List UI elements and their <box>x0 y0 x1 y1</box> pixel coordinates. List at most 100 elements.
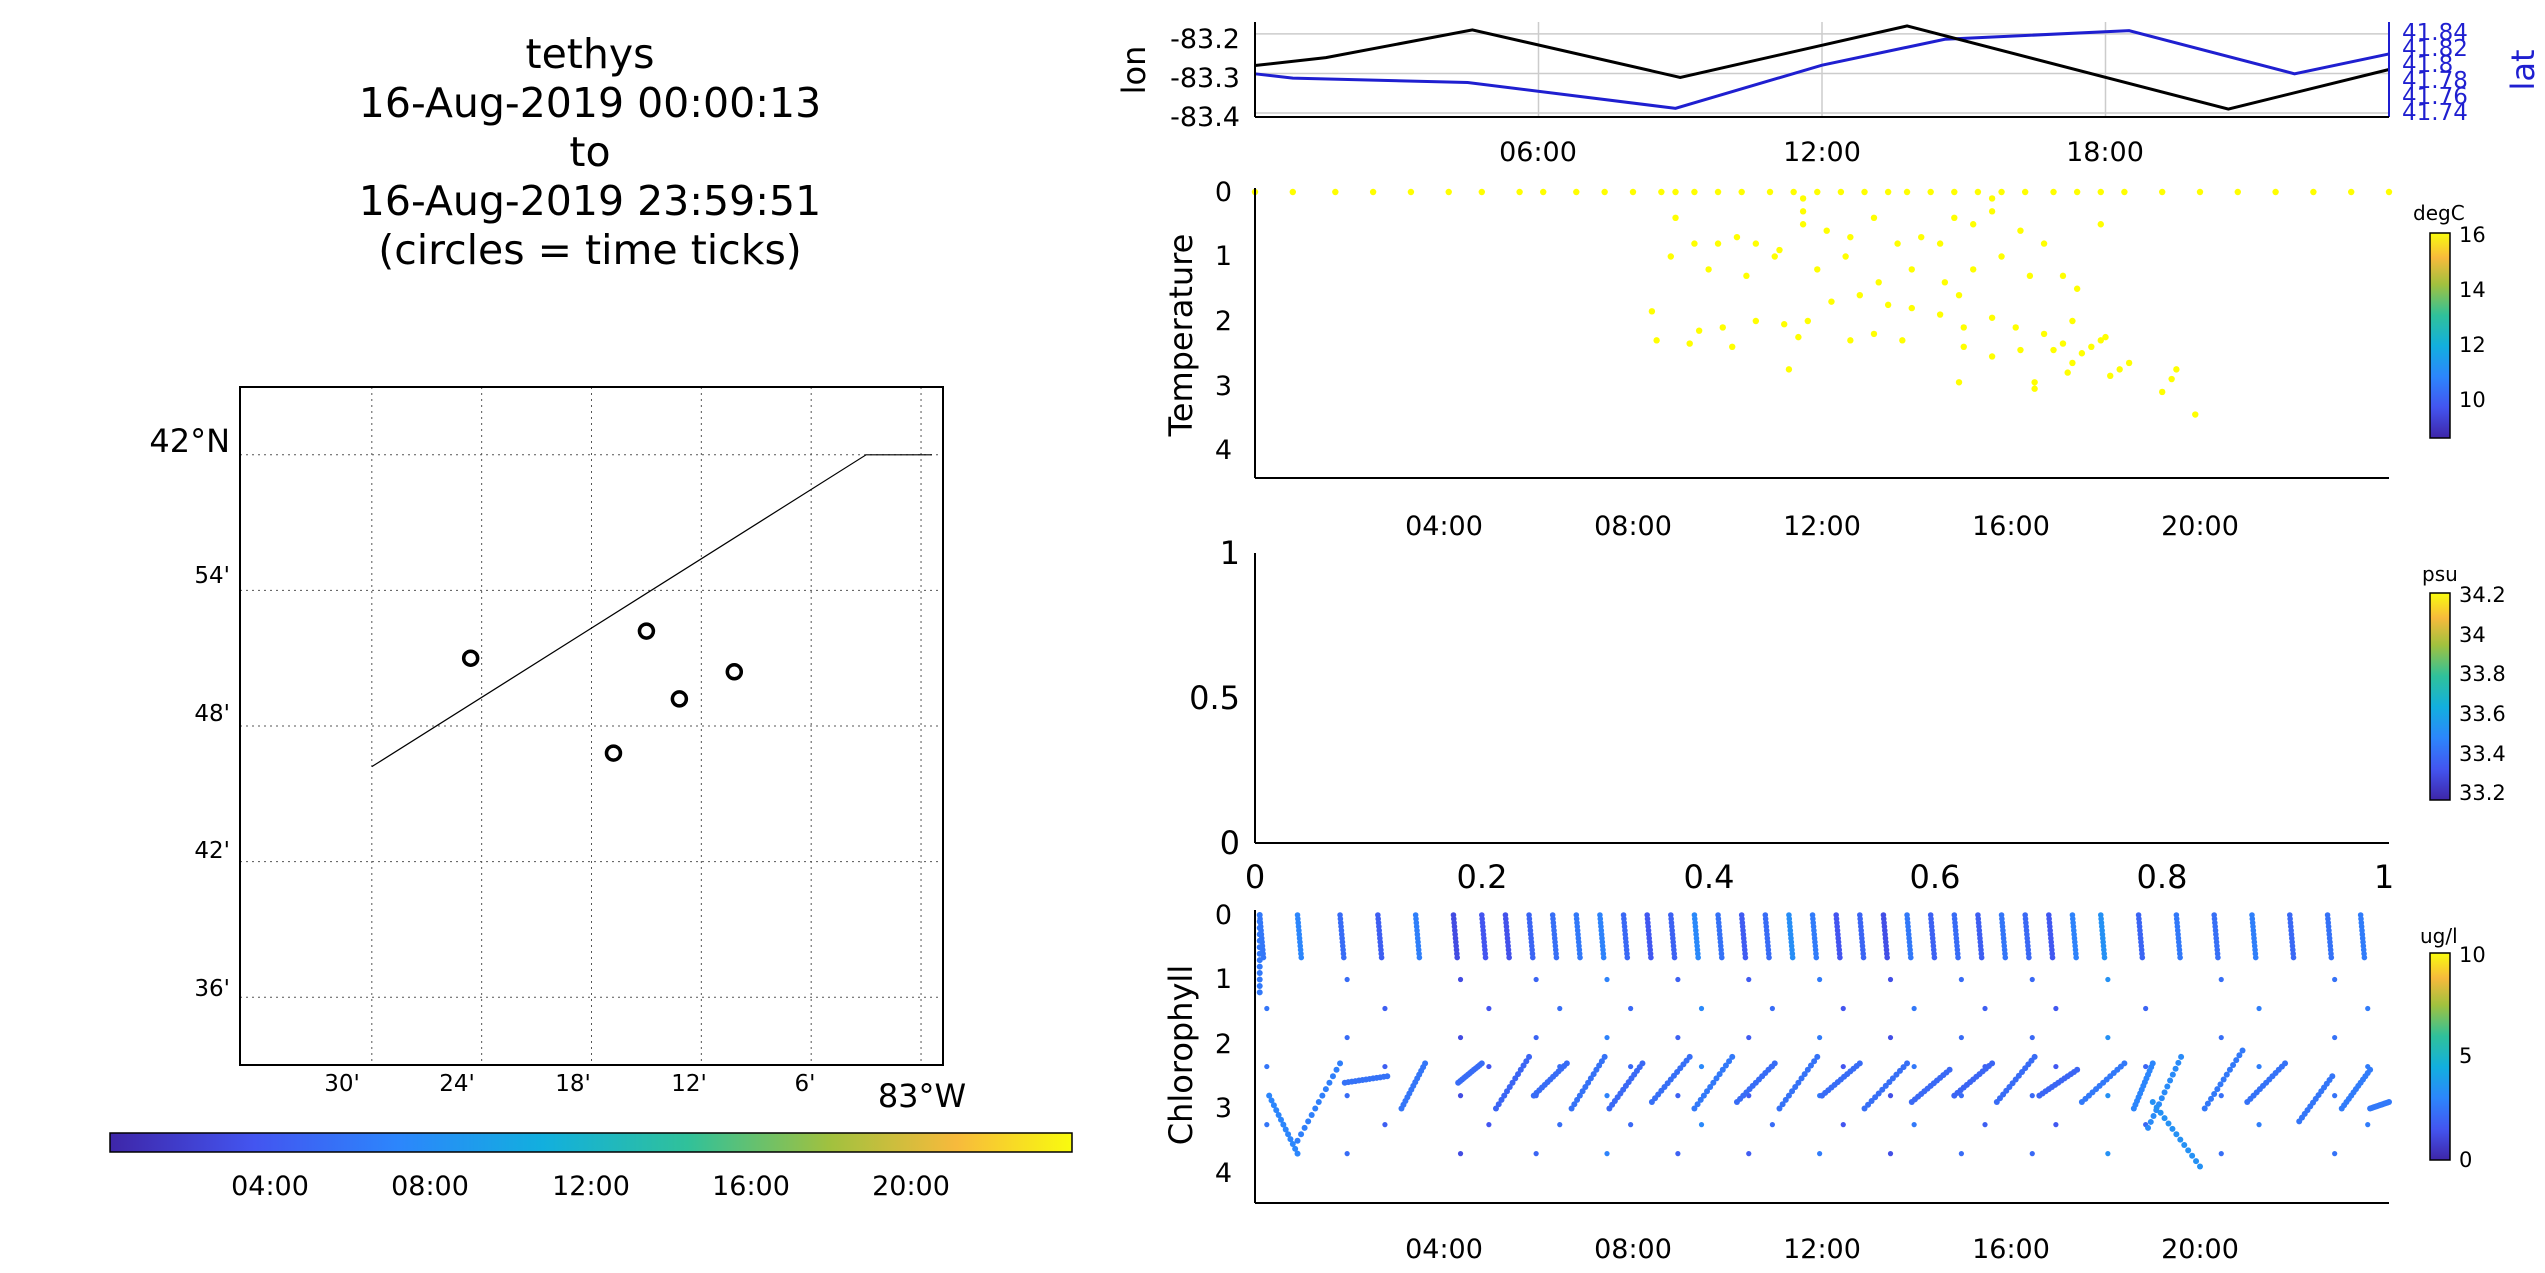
temperature-point <box>1799 221 1807 228</box>
chlorophyll-point <box>1256 912 1263 918</box>
temperature-point <box>2234 188 2241 196</box>
chlorophyll-point <box>1746 976 1752 983</box>
chlorophyll-point <box>2172 1065 2179 1072</box>
chlorophyll-point <box>1264 1063 1270 1070</box>
map-grid <box>240 387 943 1065</box>
chlorophyll-yticks: 0 1 2 3 4 <box>1215 900 1232 1189</box>
temperature-yticks: 0 1 2 3 4 <box>1215 177 1232 466</box>
depth-tick-label: 0 <box>1215 900 1232 931</box>
chlorophyll-point <box>2193 1158 2200 1165</box>
chlorophyll-point <box>1340 954 1347 961</box>
chlorophyll-point <box>1817 976 1823 983</box>
temperature-point <box>1870 330 1878 338</box>
temperature-point <box>1705 266 1712 273</box>
temperature-point <box>1407 188 1415 196</box>
chlorophyll-point <box>1911 1063 1917 1070</box>
chlorophyll-point <box>2105 1093 2111 1099</box>
colorbar-tick-label: 34.2 <box>2459 583 2506 607</box>
chlorophyll-point <box>2147 1118 2154 1125</box>
colorbar-unit: psu <box>2422 562 2458 586</box>
chlorophyll-point <box>2143 1005 2149 1012</box>
chlorophyll-point <box>1911 1122 1917 1128</box>
x-tick-label: 0.4 <box>1684 858 1735 896</box>
chlorophyll-point <box>2226 1066 2233 1073</box>
temperature-point <box>1766 188 1774 196</box>
chlorophyll-point <box>2367 1066 2374 1073</box>
time-tick-label: 12:00 <box>1783 511 1861 542</box>
chlorophyll-point <box>1478 1060 1485 1067</box>
temperature-point <box>1908 266 1915 273</box>
x-tick-label: 0.6 <box>1910 858 1961 896</box>
chlorophyll-point <box>1495 1101 1502 1108</box>
chlorophyll-point <box>1256 924 1263 931</box>
chlorophyll-point <box>2332 1034 2338 1041</box>
x-tick-label: 0.2 <box>1457 858 1508 896</box>
title-line-start: 16-Aug-2019 00:00:13 <box>358 79 822 127</box>
chlorophyll-point <box>1694 1101 1701 1108</box>
chlorophyll-point <box>1256 957 1263 964</box>
chlorophyll-point <box>2256 1063 2262 1070</box>
temperature-point <box>2310 188 2317 196</box>
chlorophyll-point <box>1482 954 1489 961</box>
chlorophyll-point <box>1769 1122 1775 1128</box>
depth-tick-label: 3 <box>1215 371 1232 402</box>
chlorophyll-point <box>1264 1005 1270 1012</box>
chlorophyll-point <box>1256 931 1263 938</box>
chlorophyll-point <box>2220 1076 2227 1083</box>
temperature-point <box>1837 188 1845 196</box>
chlorophyll-panel: 0 1 2 3 4 04:00 08:00 12:00 16:00 20:00 … <box>1162 900 2486 1265</box>
chlorophyll-point <box>1817 1151 1823 1157</box>
chlorophyll-point <box>1989 1060 1996 1067</box>
chlorophyll-point <box>1457 1093 1464 1099</box>
chlorophyll-point <box>1698 1063 1705 1070</box>
temperature-point <box>1870 214 1878 221</box>
temperature-point <box>2116 366 2123 373</box>
temperature-point <box>2069 359 2076 367</box>
temperature-point <box>2385 188 2393 196</box>
chlorophyll-point <box>1671 954 1678 961</box>
chlorophyll-point <box>1574 1096 1581 1103</box>
chlorophyll-point <box>1557 1005 1563 1012</box>
chlorophyll-point <box>1840 1063 1846 1070</box>
chlorophyll-point <box>1814 1053 1821 1060</box>
temperature-point <box>1667 253 1675 260</box>
chlorophyll-point <box>1576 1092 1583 1099</box>
chlorophyll-point <box>1457 976 1464 983</box>
lon-tick-label: 12' <box>671 1071 707 1097</box>
temperature-point <box>2102 333 2109 341</box>
colorbar-unit: degC <box>2413 201 2465 225</box>
chlorophyll-point <box>1515 1071 1522 1078</box>
chlorophyll-point <box>1280 1121 1287 1128</box>
depth-tick-label: 1 <box>1215 964 1232 995</box>
chlorophyll-point <box>1779 1101 1786 1108</box>
temperature-point <box>2069 317 2076 325</box>
chlorophyll-point <box>1695 954 1701 961</box>
chlorophyll-point <box>1722 1062 1729 1069</box>
chlorophyll-point <box>1884 954 1890 961</box>
chlorophyll-point <box>1782 1096 1789 1103</box>
chlorophyll-point <box>1789 954 1796 961</box>
chlorophyll-point <box>2236 1052 2243 1059</box>
title-line-end: 16-Aug-2019 23:59:51 <box>358 177 822 225</box>
chlorophyll-point <box>1512 1075 1519 1082</box>
chlorophyll-point <box>1628 1122 1634 1128</box>
temperature-point <box>1814 188 1821 196</box>
chlorophyll-point <box>1726 1058 1733 1065</box>
chlorophyll-point <box>1563 1060 1570 1067</box>
chlorophyll-point <box>1322 1086 1329 1093</box>
chlorophyll-point <box>1785 1092 1792 1099</box>
chlorophyll-point <box>2158 1095 2165 1102</box>
chlorophyll-point <box>2290 954 2297 961</box>
temperature-point <box>1686 340 1693 347</box>
map-frame <box>239 386 944 1066</box>
chlorophyll-point <box>1587 1075 1594 1082</box>
chlorophyll-points <box>1256 912 2392 1170</box>
chlorophyll-point <box>2029 976 2035 983</box>
temperature-point <box>1516 188 1523 196</box>
colorbar-tick-label: 16:00 <box>712 1171 790 1202</box>
chlorophyll-point <box>1865 1101 1872 1108</box>
chlorophyll-point <box>2031 1053 2038 1060</box>
temperature-points <box>1251 188 2393 418</box>
chlorophyll-xticks: 04:00 08:00 12:00 16:00 20:00 <box>1405 1234 2239 1265</box>
chlorophyll-point <box>1422 1060 1429 1067</box>
